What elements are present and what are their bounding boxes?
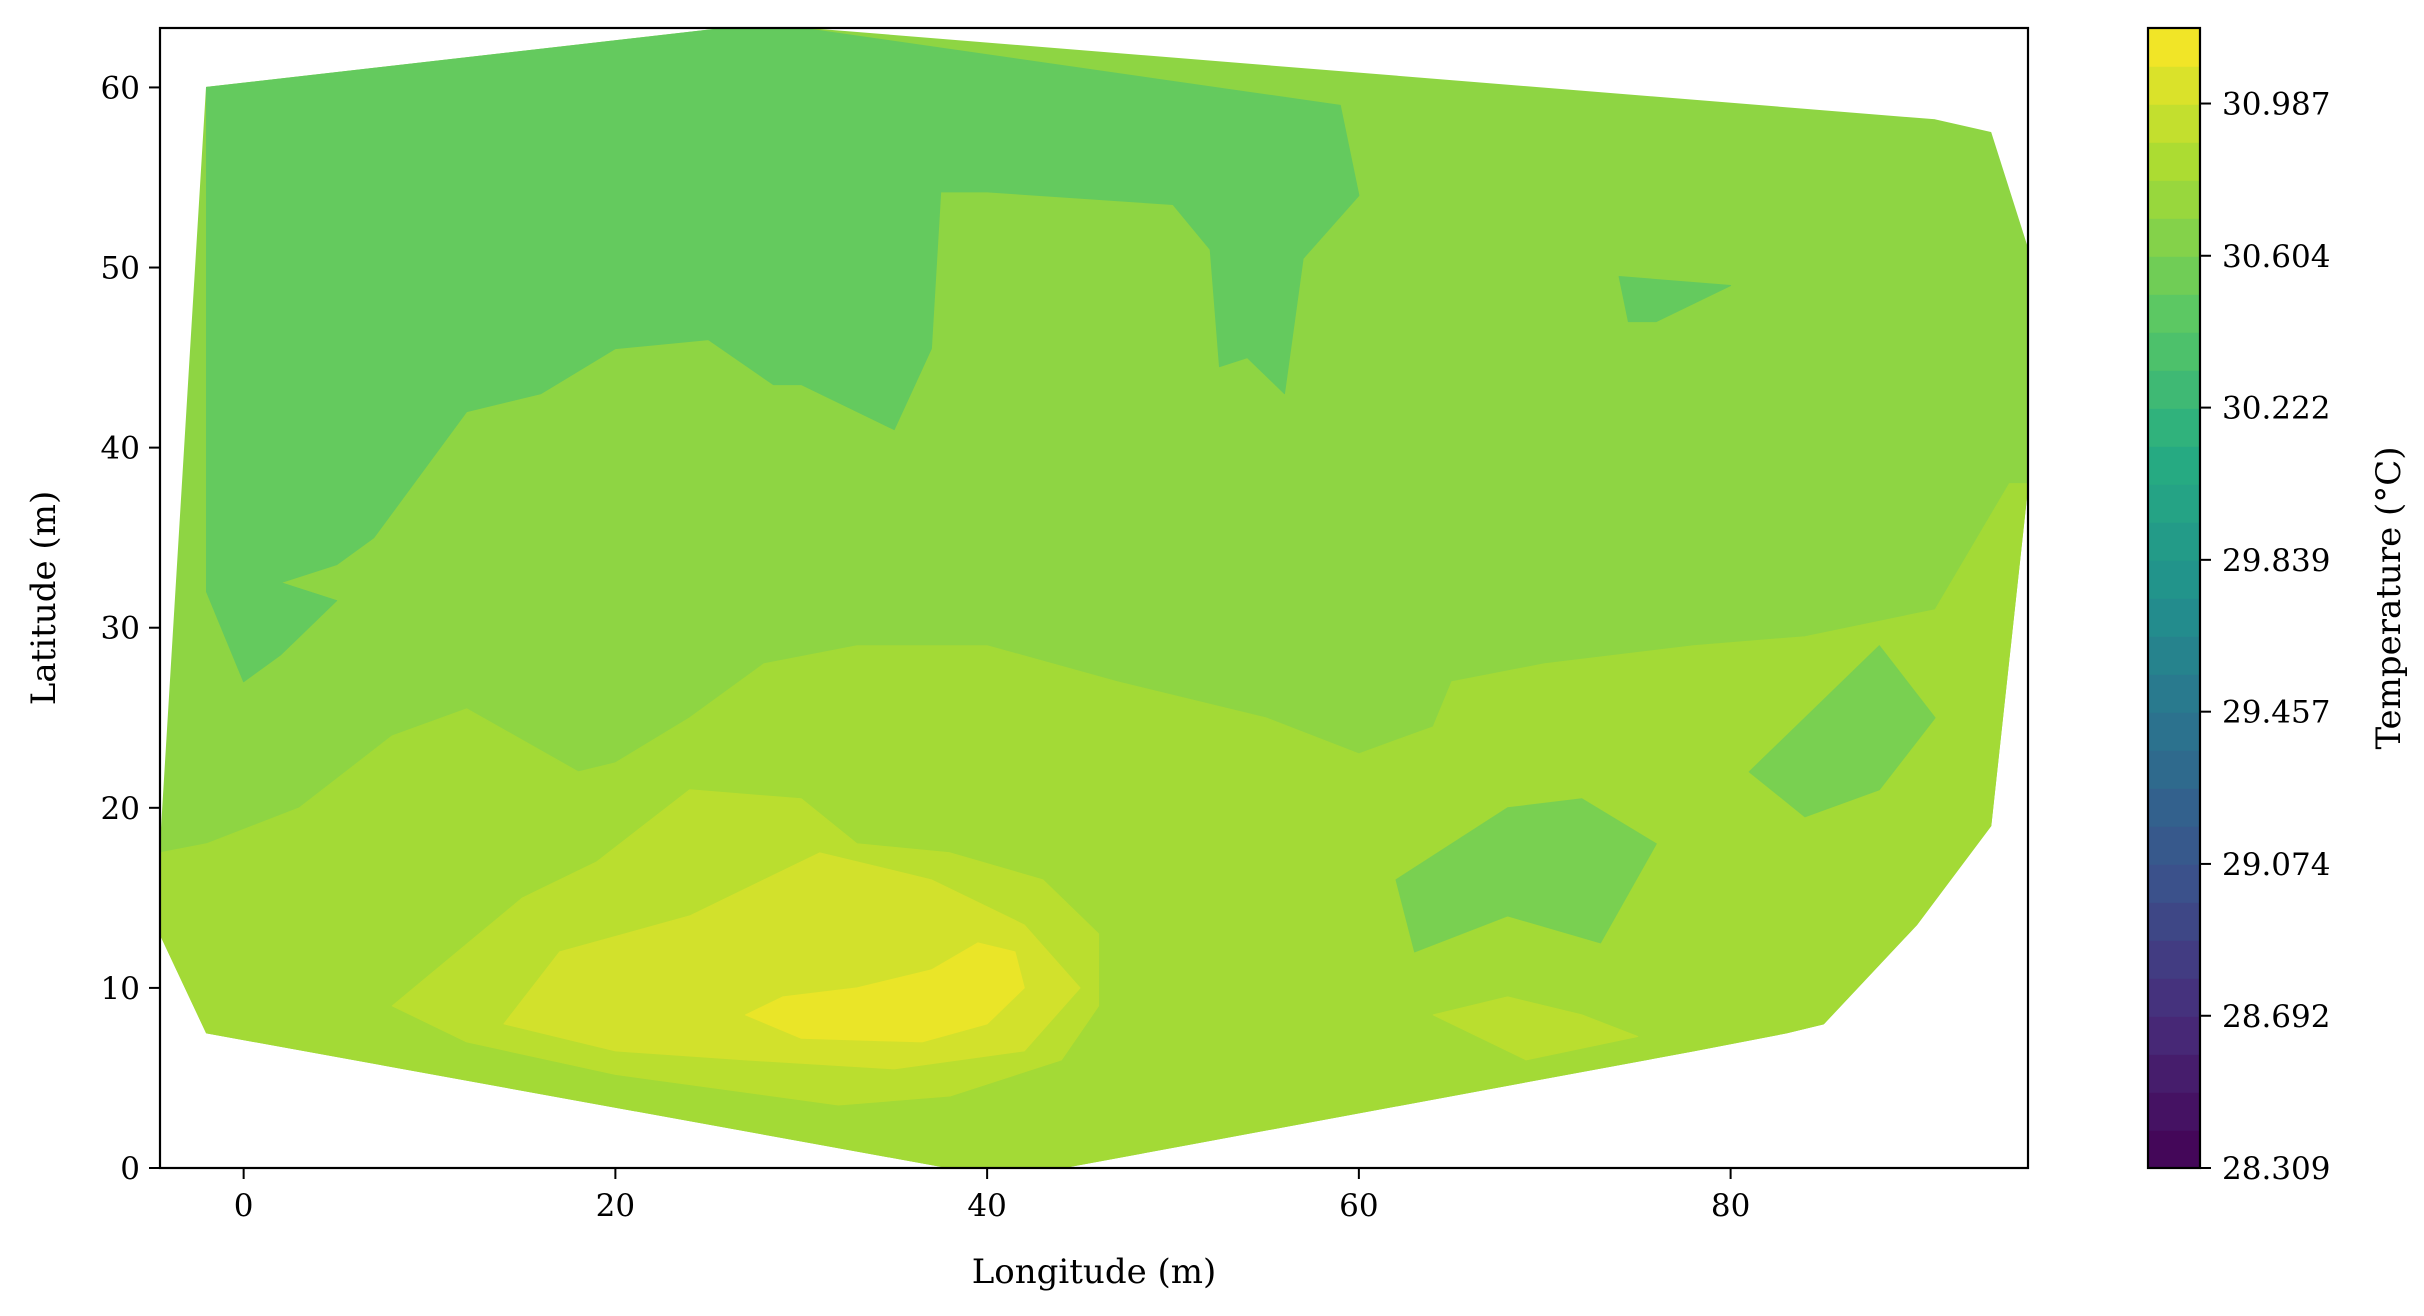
colorbar-frame <box>2146 26 2202 1170</box>
contour-region-1 <box>206 28 1360 602</box>
colorbar-band <box>2148 940 2200 979</box>
x-tick-label: 20 <box>596 1188 635 1224</box>
colorbar-band <box>2148 522 2200 561</box>
y-tick-label: 10 <box>101 971 140 1007</box>
y-axis-label: Latitude (m) <box>24 491 64 705</box>
colorbar-tick-label: 29.839 <box>2222 543 2330 579</box>
contour-region-10 <box>1432 996 1639 1061</box>
colorbar-band <box>2148 636 2200 675</box>
x-tick-label: 0 <box>234 1188 254 1224</box>
y-tick-label: 20 <box>101 791 140 827</box>
colorbar-tick-label: 30.987 <box>2222 87 2330 123</box>
colorbar-band <box>2148 560 2200 599</box>
colorbar-band <box>2148 1092 2200 1131</box>
x-tick-label: 40 <box>967 1188 1006 1224</box>
y-axis-ticks: 0 10 20 30 40 50 60 <box>101 70 160 1187</box>
colorbar-band <box>2148 826 2200 865</box>
contour-fills <box>160 28 2028 1168</box>
colorbar-label: Temperature (°C) <box>2369 446 2409 749</box>
colorbar-band <box>2148 712 2200 751</box>
colorbar-band <box>2148 978 2200 1017</box>
colorbar-tick-label: 29.074 <box>2222 847 2330 883</box>
colorbar-band <box>2148 750 2200 789</box>
colorbar-band <box>2148 218 2200 257</box>
colorbar-band <box>2148 256 2200 295</box>
colorbar-band <box>2148 484 2200 523</box>
colorbar-band <box>2148 446 2200 485</box>
contour-region-5 <box>1748 645 1936 818</box>
colorbar-band <box>2148 332 2200 371</box>
colorbar-band <box>2148 1130 2200 1169</box>
x-tick-label: 80 <box>1711 1188 1750 1224</box>
colorbar-tick-label: 30.604 <box>2222 239 2330 275</box>
colorbar-band <box>2148 408 2200 447</box>
colorbar-bands <box>2148 28 2200 1169</box>
y-tick-label: 30 <box>101 611 140 647</box>
contour-plot-area <box>158 26 2030 1170</box>
colorbar-tick-label: 28.309 <box>2222 1151 2330 1187</box>
x-tick-label: 60 <box>1339 1188 1378 1224</box>
contour-region-9 <box>745 942 1025 1043</box>
colorbar-band <box>2148 674 2200 713</box>
colorbar-band <box>2148 598 2200 637</box>
colorbar-tick-label: 28.692 <box>2222 999 2330 1035</box>
contour-region-6 <box>1395 798 1657 953</box>
colorbar-band <box>2148 788 2200 827</box>
colorbar-tick-label: 29.457 <box>2222 695 2330 731</box>
colorbar-band <box>2148 28 2200 67</box>
colorbar: 28.309 28.692 29.074 29.457 29.839 30.222 30.6… <box>2146 26 2409 1187</box>
colorbar-band <box>2148 104 2200 143</box>
contour-region-3 <box>1618 276 1732 323</box>
colorbar-band <box>2148 294 2200 333</box>
x-axis-ticks: 0 20 40 60 80 <box>234 1168 1750 1224</box>
colorbar-band <box>2148 66 2200 105</box>
y-tick-label: 40 <box>101 431 140 467</box>
colorbar-band <box>2148 1016 2200 1055</box>
y-tick-label: 50 <box>101 251 140 287</box>
colorbar-band <box>2148 180 2200 219</box>
y-tick-label: 60 <box>101 70 140 106</box>
colorbar-band <box>2148 902 2200 941</box>
y-tick-label: 0 <box>120 1151 140 1187</box>
colorbar-ticks: 28.309 28.692 29.074 29.457 29.839 30.222 30.6… <box>2200 87 2330 1187</box>
x-axis-label: Longitude (m) <box>972 1252 1217 1292</box>
colorbar-band <box>2148 370 2200 409</box>
colorbar-band <box>2148 1054 2200 1093</box>
colorbar-tick-label: 30.222 <box>2222 391 2330 427</box>
colorbar-band <box>2148 142 2200 181</box>
colorbar-band <box>2148 864 2200 903</box>
plot-frame <box>158 26 2030 1170</box>
contour-region-2 <box>206 582 338 683</box>
